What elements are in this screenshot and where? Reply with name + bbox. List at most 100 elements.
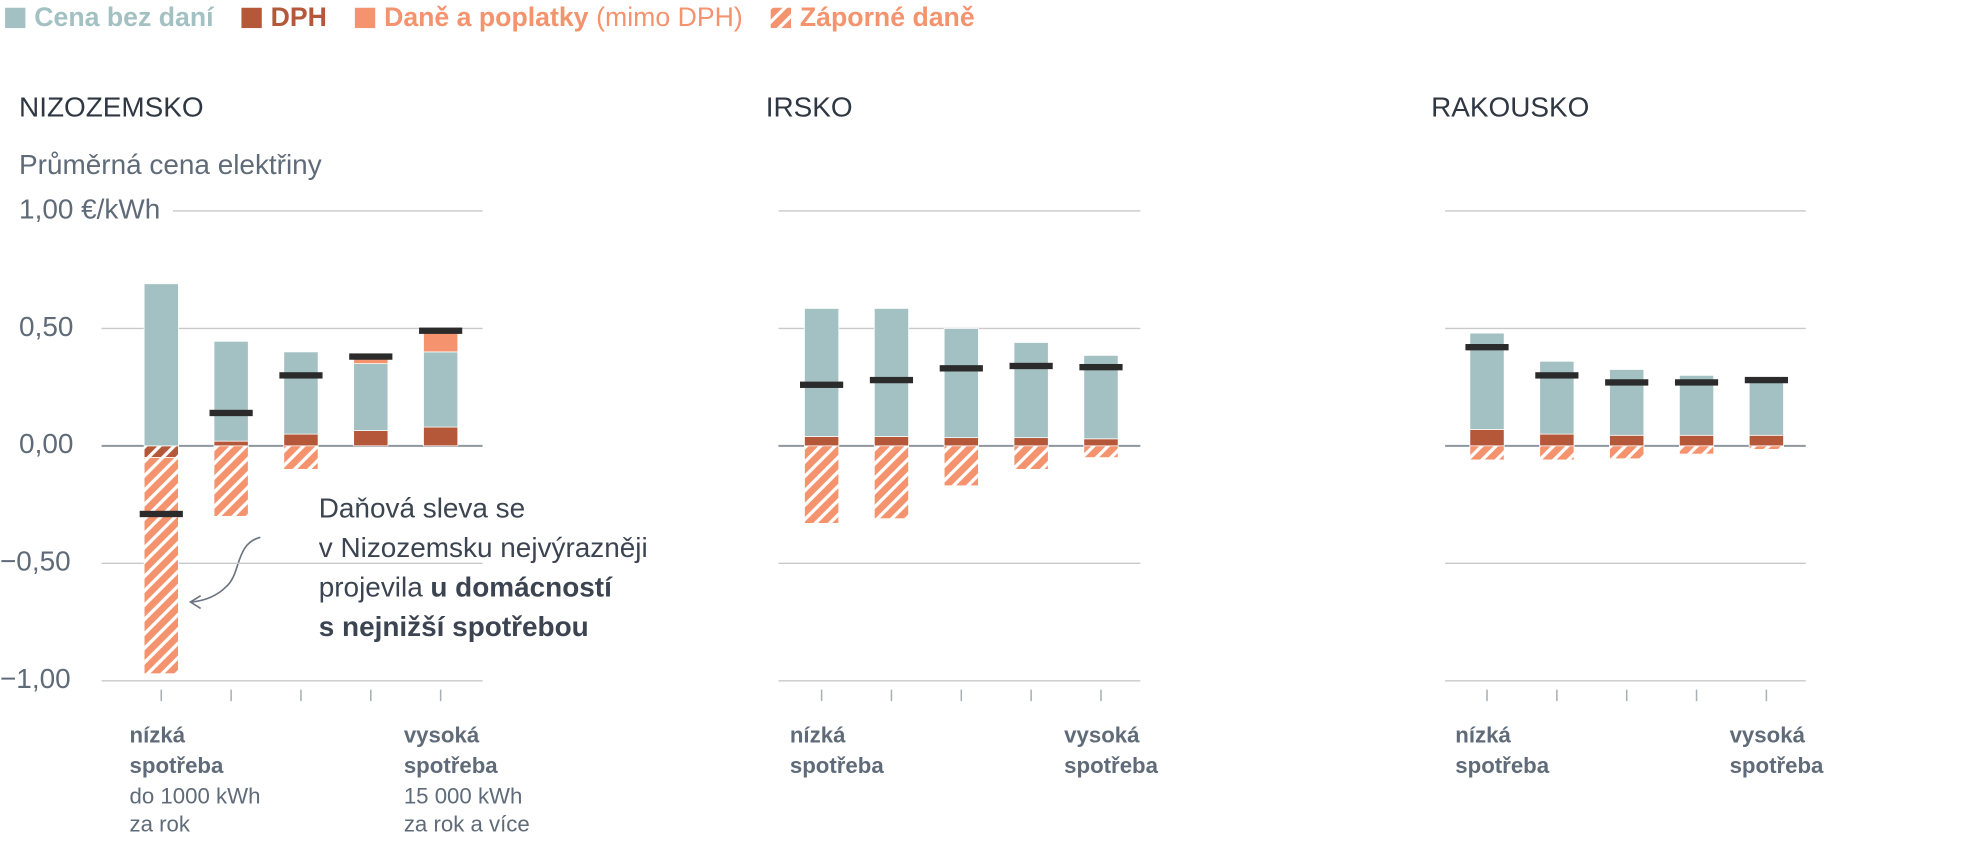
legend-swatch (770, 7, 792, 29)
net-price-marker (1009, 362, 1053, 370)
bar-segment (283, 351, 319, 435)
y-tick-label: −1,00 (0, 663, 71, 694)
bar-segment (873, 436, 909, 447)
category-label: vysoká (1064, 723, 1140, 748)
y-tick-label: 0,00 (19, 428, 73, 459)
bar-segment (1013, 342, 1049, 439)
net-price-marker (1079, 363, 1123, 371)
annotation-arrowhead (188, 595, 202, 610)
legend-label: Daně a poplatky (mimo DPH) (384, 2, 743, 32)
net-price-marker (939, 365, 983, 372)
net-price-marker (1465, 344, 1509, 351)
legend-note: (mimo DPH) (596, 2, 743, 32)
net-price-marker (800, 381, 844, 388)
category-label: nízká (1455, 723, 1511, 748)
bar-segment (213, 445, 249, 517)
bar-segment (1013, 445, 1049, 470)
category-label: spotřeba (404, 753, 498, 778)
net-price-marker (419, 327, 463, 334)
annotation-line: Daňová sleva se (319, 493, 525, 524)
net-price-marker (349, 353, 393, 360)
bar-segment (1748, 434, 1784, 447)
bar-segment (423, 426, 459, 447)
category-label: vysoká (404, 723, 480, 748)
bar-segment (1083, 445, 1119, 458)
category-label: spotřeba (790, 753, 884, 778)
bar-segment (143, 457, 179, 675)
legend-label: Záporné daně (800, 2, 975, 32)
legend-swatch (5, 7, 26, 29)
bar-segment (353, 363, 389, 431)
y-tick-label: 0,50 (19, 311, 73, 342)
bar-segment (943, 445, 979, 487)
category-note: za rok (130, 811, 191, 836)
y-tick-label: 1,00 €/kWh (19, 193, 160, 224)
bar-segment (943, 437, 979, 447)
bar-segment (1679, 445, 1715, 455)
bar-segment (943, 328, 979, 439)
legend-swatch (241, 7, 262, 29)
bar-segment (1679, 434, 1715, 447)
bar-segment (423, 332, 459, 353)
category-label: spotřeba (1730, 753, 1824, 778)
bar-segment (1609, 434, 1645, 447)
legend-name: Záporné daně (800, 2, 975, 32)
category-label: vysoká (1730, 723, 1806, 748)
legend-name: Daně a poplatky (384, 2, 589, 32)
net-price-marker (1744, 376, 1788, 384)
bar-segment (1748, 445, 1784, 450)
bar-segment (1469, 445, 1505, 461)
bar-segment (804, 436, 840, 447)
subtitle: Průměrná cena elektřiny (19, 149, 322, 180)
bar-segment (804, 308, 840, 437)
panel-title: RAKOUSKO (1431, 92, 1589, 123)
legend-name: Cena bez daní (34, 2, 215, 32)
category-note: do 1000 kWh (130, 783, 261, 808)
annotation-bold-line: s nejnižší spotřebou (319, 611, 589, 642)
annotation-text: Daňová sleva se (319, 493, 525, 524)
net-price-marker (139, 510, 183, 518)
bar-segment (143, 283, 179, 447)
legend-label: Cena bez daní (34, 2, 215, 32)
bar-segment (423, 351, 459, 428)
net-price-marker (1605, 379, 1649, 386)
bar-segment (283, 445, 319, 470)
bar-segment (1748, 378, 1784, 436)
category-label: nízká (790, 723, 846, 748)
bar-segment (1539, 433, 1575, 447)
legend-swatch (354, 7, 376, 29)
bar-segment (1539, 445, 1575, 461)
bar-segment (1013, 437, 1049, 447)
net-price-marker (1535, 372, 1579, 379)
bar-segment (1469, 429, 1505, 447)
net-price-marker (1674, 379, 1719, 386)
category-label: spotřeba (1064, 753, 1158, 778)
annotation-line: projevila u domácností (319, 572, 613, 603)
annotation-bold: u domácností (430, 572, 613, 603)
category-label: spotřeba (1455, 753, 1549, 778)
bar-segment (283, 433, 319, 447)
annotation-text: projevila (319, 572, 423, 603)
bar-segment (143, 445, 179, 458)
bar-segment (804, 445, 840, 524)
net-price-marker (279, 372, 323, 379)
annotation-text: v Nizozemsku nejvýrazněji (319, 532, 648, 563)
category-label: nízká (130, 723, 186, 748)
bar-segment (353, 430, 389, 447)
net-price-marker (209, 409, 253, 417)
bar-segment (1083, 438, 1119, 447)
panel-title: NIZOZEMSKO (19, 92, 204, 123)
bar-segment (873, 445, 909, 520)
legend-name: DPH (271, 2, 327, 32)
category-note: za rok a více (404, 811, 530, 836)
category-note: 15 000 kWh (404, 783, 523, 808)
legend-label: DPH (271, 2, 327, 32)
y-tick-label: −0,50 (0, 546, 71, 577)
annotation-arrow (191, 536, 261, 603)
bar-segment (873, 308, 909, 437)
bar-segment (1609, 445, 1645, 460)
annotation-line: v Nizozemsku nejvýrazněji (319, 532, 648, 563)
panel-title: IRSKO (766, 92, 853, 123)
